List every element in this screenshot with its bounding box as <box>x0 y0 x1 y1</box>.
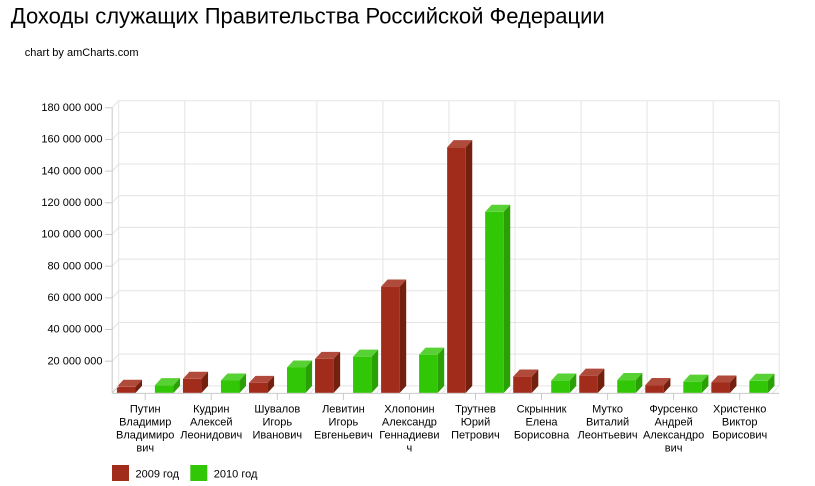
svg-text:Доходы служащих Правительства: Доходы служащих Правительства Российской… <box>11 4 605 29</box>
svg-text:Владимир: Владимир <box>119 416 171 428</box>
svg-text:Мутко: Мутко <box>592 403 623 415</box>
svg-text:Евгеньевич: Евгеньевич <box>314 429 373 441</box>
svg-text:160 000 000: 160 000 000 <box>41 134 102 146</box>
svg-text:Шувалов: Шувалов <box>254 403 300 415</box>
svg-text:Борисович: Борисович <box>712 429 767 441</box>
svg-text:Елена: Елена <box>525 416 558 428</box>
svg-text:Алексей: Алексей <box>190 416 233 428</box>
svg-text:Юрий: Юрий <box>461 416 491 428</box>
svg-text:Андрей: Андрей <box>655 416 693 428</box>
svg-text:40 000 000: 40 000 000 <box>47 324 102 336</box>
svg-text:100 000 000: 100 000 000 <box>41 229 102 241</box>
svg-text:Кудрин: Кудрин <box>193 403 229 415</box>
svg-text:180 000 000: 180 000 000 <box>41 102 102 114</box>
svg-text:2009 год: 2009 год <box>136 468 180 480</box>
svg-text:Игорь: Игорь <box>329 416 359 428</box>
svg-text:Скрынник: Скрынник <box>517 403 567 415</box>
svg-text:140 000 000: 140 000 000 <box>41 165 102 177</box>
svg-text:ч: ч <box>407 442 413 454</box>
svg-text:Леонидович: Леонидович <box>180 429 242 441</box>
svg-text:Леонтьевич: Леонтьевич <box>578 429 638 441</box>
svg-text:120 000 000: 120 000 000 <box>41 197 102 209</box>
svg-text:80 000 000: 80 000 000 <box>47 260 102 272</box>
svg-text:Александр: Александр <box>382 416 437 428</box>
svg-text:Геннадиеви: Геннадиеви <box>379 429 439 441</box>
svg-text:Путин: Путин <box>130 403 161 415</box>
svg-text:2010 год: 2010 год <box>214 468 258 480</box>
svg-text:chart by amCharts.com: chart by amCharts.com <box>25 47 139 59</box>
svg-text:Хлопонин: Хлопонин <box>384 403 434 415</box>
svg-text:20 000 000: 20 000 000 <box>47 355 102 367</box>
svg-text:Иванович: Иванович <box>252 429 302 441</box>
svg-text:Борисовна: Борисовна <box>514 429 570 441</box>
svg-text:Петрович: Петрович <box>451 429 500 441</box>
svg-text:60 000 000: 60 000 000 <box>47 292 102 304</box>
svg-text:Трутнев: Трутнев <box>455 403 496 415</box>
svg-text:Виктор: Виктор <box>722 416 758 428</box>
svg-text:вич: вич <box>665 442 683 454</box>
svg-text:Виталий: Виталий <box>586 416 629 428</box>
svg-text:Владимиро: Владимиро <box>116 429 174 441</box>
svg-text:Александро: Александро <box>643 429 704 441</box>
svg-text:Христенко: Христенко <box>713 403 766 415</box>
svg-text:Игорь: Игорь <box>262 416 292 428</box>
svg-text:вич: вич <box>136 442 154 454</box>
svg-text:Левитин: Левитин <box>322 403 365 415</box>
svg-text:Фурсенко: Фурсенко <box>649 403 698 415</box>
